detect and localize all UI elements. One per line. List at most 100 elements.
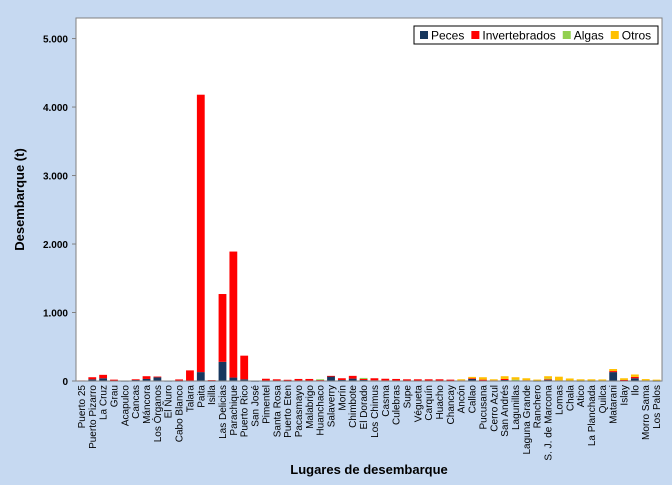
bar-otros <box>587 379 596 381</box>
bar-invertebrados <box>479 379 487 381</box>
bar-invertebrados <box>153 376 162 378</box>
x-tick-label: Ilo <box>630 385 641 396</box>
bar-peces <box>99 378 108 381</box>
x-tick-label: Pimentel <box>261 385 272 424</box>
x-tick-label: Los Órganos <box>151 385 164 442</box>
bar-invertebrados <box>446 379 455 381</box>
bar-invertebrados <box>99 374 108 379</box>
x-tick-label: Callao <box>468 385 479 414</box>
bar-invertebrados <box>392 378 401 381</box>
x-tick-label: Culebras <box>392 385 403 425</box>
x-tick-label: Huanchaco <box>316 385 327 436</box>
x-tick-label: Las Delicias <box>218 385 229 439</box>
x-tick-label: El Ñuro <box>162 385 175 419</box>
bar-peces <box>468 378 476 381</box>
bar-otros <box>533 379 542 381</box>
bar-peces <box>196 372 205 381</box>
y-tick-label: 2.000 <box>43 240 68 251</box>
x-tick-label: Supe <box>402 385 413 409</box>
x-tick-label: Morro Sama <box>641 385 652 440</box>
legend-swatch <box>471 31 480 39</box>
bar-otros <box>457 379 466 381</box>
bar-peces <box>88 379 97 381</box>
bar-peces <box>142 378 151 381</box>
x-tick-label: Isilla <box>207 385 218 405</box>
bar-peces <box>327 376 335 381</box>
x-tick-label: Puerto Rico <box>240 385 251 438</box>
bar-otros <box>479 377 487 380</box>
bar-invertebrados <box>229 251 238 378</box>
bar-invertebrados <box>381 378 390 381</box>
x-tick-label: Salaverry <box>327 385 338 427</box>
y-tick-label: 5.000 <box>43 35 68 46</box>
bar-peces <box>500 379 509 381</box>
legend-label: Algas <box>574 29 604 43</box>
bar-invertebrados <box>359 378 368 380</box>
x-tick-label: S. J. de Marcona <box>544 385 555 461</box>
x-tick-label: Grau <box>109 385 120 407</box>
x-tick-label: Pucusana <box>478 385 489 430</box>
x-tick-label: Chimbote <box>348 385 359 428</box>
bar-otros <box>544 376 552 379</box>
bar-otros <box>652 379 661 381</box>
x-tick-label: Puerto 25 <box>77 385 88 429</box>
y-tick-label: 3.000 <box>43 172 68 183</box>
bar-invertebrados <box>500 378 509 380</box>
bar-invertebrados <box>88 377 97 380</box>
x-tick-label: Talara <box>185 385 196 413</box>
x-tick-label: Parachique <box>229 385 240 436</box>
bar-invertebrados <box>294 378 303 381</box>
bar-otros <box>489 379 498 381</box>
x-tick-label: Cabo Blanco <box>175 385 186 443</box>
bar-invertebrados <box>218 294 227 362</box>
bar-peces <box>544 379 552 381</box>
bar-invertebrados <box>131 379 140 381</box>
x-tick-label: Máncora <box>142 385 153 424</box>
x-tick-label: La Cruz <box>99 385 110 420</box>
x-tick-label: Huacho <box>435 385 446 420</box>
x-tick-label: Cancas <box>131 385 142 419</box>
x-tick-label: Carquín <box>424 385 435 421</box>
x-tick-label: Végueta <box>413 385 424 423</box>
bar-invertebrados <box>370 378 379 381</box>
y-axis: 0 1.000 2.000 3.000 4.000 5.000 <box>43 18 77 388</box>
x-tick-label: Cerro Azul <box>489 385 500 432</box>
legend-label: Otros <box>622 29 651 43</box>
bar-peces <box>229 377 238 381</box>
bar-peces <box>630 378 639 381</box>
y-tick-label: 1.000 <box>43 309 68 320</box>
bar-invertebrados <box>186 370 194 381</box>
bar-peces <box>240 379 249 381</box>
x-axis: Puerto 25 Puerto Pizarro La Cruz Grau Acapul… <box>76 380 663 461</box>
bar-algas <box>544 378 552 380</box>
x-tick-label: San Andrés <box>500 385 511 437</box>
x-tick-label: Lomas <box>554 385 565 415</box>
bar-peces <box>337 379 346 381</box>
legend-swatch <box>420 31 428 39</box>
bar-otros <box>576 379 585 381</box>
x-tick-label: Laguna Grande <box>522 385 533 455</box>
bar-otros <box>555 376 563 381</box>
bar-invertebrados <box>305 378 314 381</box>
x-tick-label: Paita <box>196 385 207 408</box>
bar-invertebrados <box>196 94 205 373</box>
bar-invertebrados <box>142 376 151 379</box>
bar-otros <box>468 376 476 379</box>
legend-swatch <box>610 31 619 39</box>
bar-invertebrados <box>403 379 411 381</box>
bar-otros <box>609 369 618 372</box>
bar-otros <box>522 378 531 381</box>
bar-otros <box>620 378 628 380</box>
bar-peces <box>359 379 368 381</box>
bar-invertebrados <box>413 379 422 381</box>
bar-invertebrados <box>337 378 346 380</box>
bar-invertebrados <box>272 379 281 381</box>
bar-otros <box>511 377 520 380</box>
bar-invertebrados <box>424 379 433 381</box>
x-tick-label: Ranchero <box>533 385 544 429</box>
x-axis-title: Lugares de desembarque <box>290 462 448 477</box>
x-tick-label: La Planchada <box>587 385 598 447</box>
x-tick-label: Puerto Eten <box>283 385 294 438</box>
x-tick-label: Pacasmayo <box>294 385 305 438</box>
